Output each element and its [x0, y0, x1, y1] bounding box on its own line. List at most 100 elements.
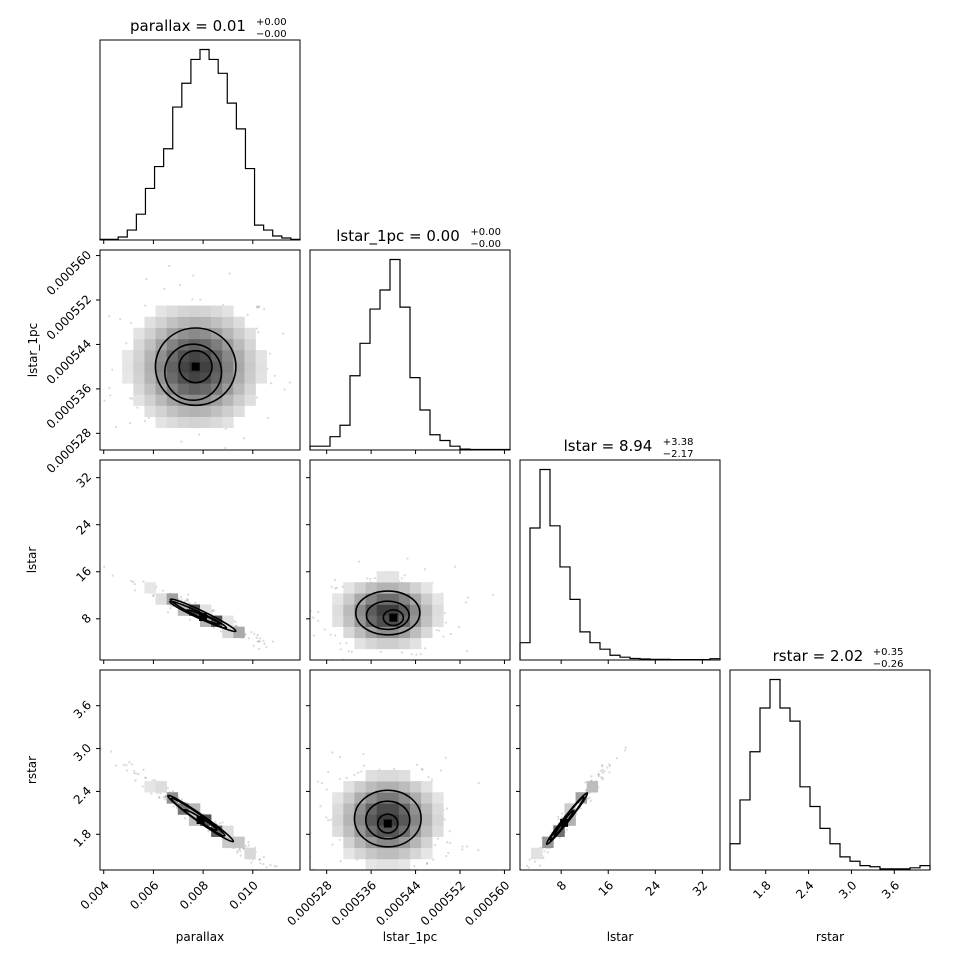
contour-level-2: [364, 800, 411, 840]
sample-point: [601, 778, 604, 781]
density-cell: [177, 416, 190, 429]
density-cell: [222, 416, 234, 429]
density-cell: [410, 637, 422, 650]
sample-point: [415, 653, 418, 656]
density-cell: [354, 781, 366, 793]
density-cell: [166, 361, 179, 373]
density-peak: [560, 818, 569, 827]
density-cell: [155, 327, 167, 340]
sample-point: [258, 647, 261, 650]
sample-point: [565, 828, 568, 831]
density-cell: [343, 814, 355, 826]
sample-point: [253, 632, 256, 636]
density-cell: [144, 582, 156, 594]
y-tick-label: 1.8: [71, 827, 94, 850]
sample-point: [338, 777, 342, 781]
sample-point: [579, 807, 582, 810]
sample-point: [164, 796, 167, 799]
density-cell: [155, 305, 167, 317]
pair-panel-lstar_1pc-rstar: [309, 669, 511, 903]
sample-point: [280, 871, 282, 873]
density-cell: [398, 781, 411, 793]
sample-point: [389, 667, 391, 669]
density-cell: [188, 327, 201, 340]
density-cell: [542, 836, 554, 849]
sample-point: [228, 272, 231, 275]
density-cell: [343, 836, 355, 849]
sample-point: [601, 771, 604, 774]
sample-point: [327, 770, 330, 774]
density-cell: [398, 814, 411, 826]
density-cell: [398, 858, 411, 870]
contour-level-1: [382, 609, 405, 627]
density-cell: [233, 394, 245, 406]
density-cell: [200, 372, 212, 384]
density-cell: [376, 781, 389, 793]
sample-point: [444, 756, 447, 759]
density-cell: [188, 416, 201, 429]
density-cell: [410, 615, 422, 627]
sample-point: [339, 648, 342, 651]
sample-point: [49, 319, 51, 321]
title-upper-error: +3.38: [663, 437, 694, 448]
sample-point: [356, 858, 359, 861]
density-cell: [332, 604, 344, 616]
sample-point: [586, 797, 589, 800]
density-cell: [376, 847, 389, 860]
density-cell: [354, 582, 366, 594]
sample-point: [560, 816, 563, 819]
density-cell: [166, 383, 179, 395]
sample-point: [262, 855, 265, 859]
density-cell: [354, 825, 366, 837]
sample-point: [125, 769, 129, 772]
density-cell: [376, 593, 389, 605]
density-cell: [177, 327, 190, 340]
sample-point: [373, 576, 376, 580]
sample-point: [162, 589, 165, 592]
sample-point: [179, 283, 182, 287]
density-cell: [586, 781, 599, 793]
density-cell: [211, 361, 223, 373]
sample-point: [273, 374, 276, 377]
sample-point: [477, 781, 480, 785]
sample-point: [256, 306, 259, 309]
sample-point: [353, 773, 356, 776]
sample-point: [135, 772, 138, 775]
sample-point: [527, 866, 530, 869]
sample-point: [131, 397, 134, 400]
sample-point: [158, 796, 161, 800]
density-cell: [365, 615, 377, 627]
sample-point: [542, 856, 545, 860]
sample-point: [255, 305, 258, 308]
panel-title-parallax: parallax = 0.01 +0.00−0.00: [130, 17, 287, 40]
title-main: rstar = 2.02: [773, 647, 864, 665]
sample-point: [435, 629, 438, 632]
sample-point: [247, 840, 250, 844]
histogram-lstar_1pc: [309, 249, 511, 451]
density-cell: [421, 626, 433, 639]
sample-point: [141, 785, 144, 788]
sample-point: [357, 771, 360, 774]
sample-point: [327, 819, 330, 822]
sample-point: [157, 795, 161, 798]
density-cell: [398, 637, 411, 650]
panel-title-lstar: lstar = 8.94 +3.38−2.17: [564, 437, 694, 460]
density-cell: [166, 316, 179, 329]
sample-point: [180, 595, 183, 598]
density-cell: [365, 858, 377, 870]
density-cell: [144, 361, 156, 373]
sample-point: [312, 634, 315, 637]
sample-point: [445, 855, 448, 858]
sample-point: [339, 901, 341, 903]
density-cell: [233, 361, 245, 373]
density-cell: [200, 416, 212, 429]
sample-point: [211, 609, 214, 612]
sample-point: [224, 446, 227, 450]
sample-point: [244, 844, 247, 847]
density-cell: [222, 327, 234, 340]
density-cell: [155, 394, 167, 406]
sample-point: [546, 851, 549, 854]
density-cell: [398, 770, 411, 782]
y-tick-label: 3.6: [71, 698, 94, 721]
panel-frame: [309, 459, 511, 661]
